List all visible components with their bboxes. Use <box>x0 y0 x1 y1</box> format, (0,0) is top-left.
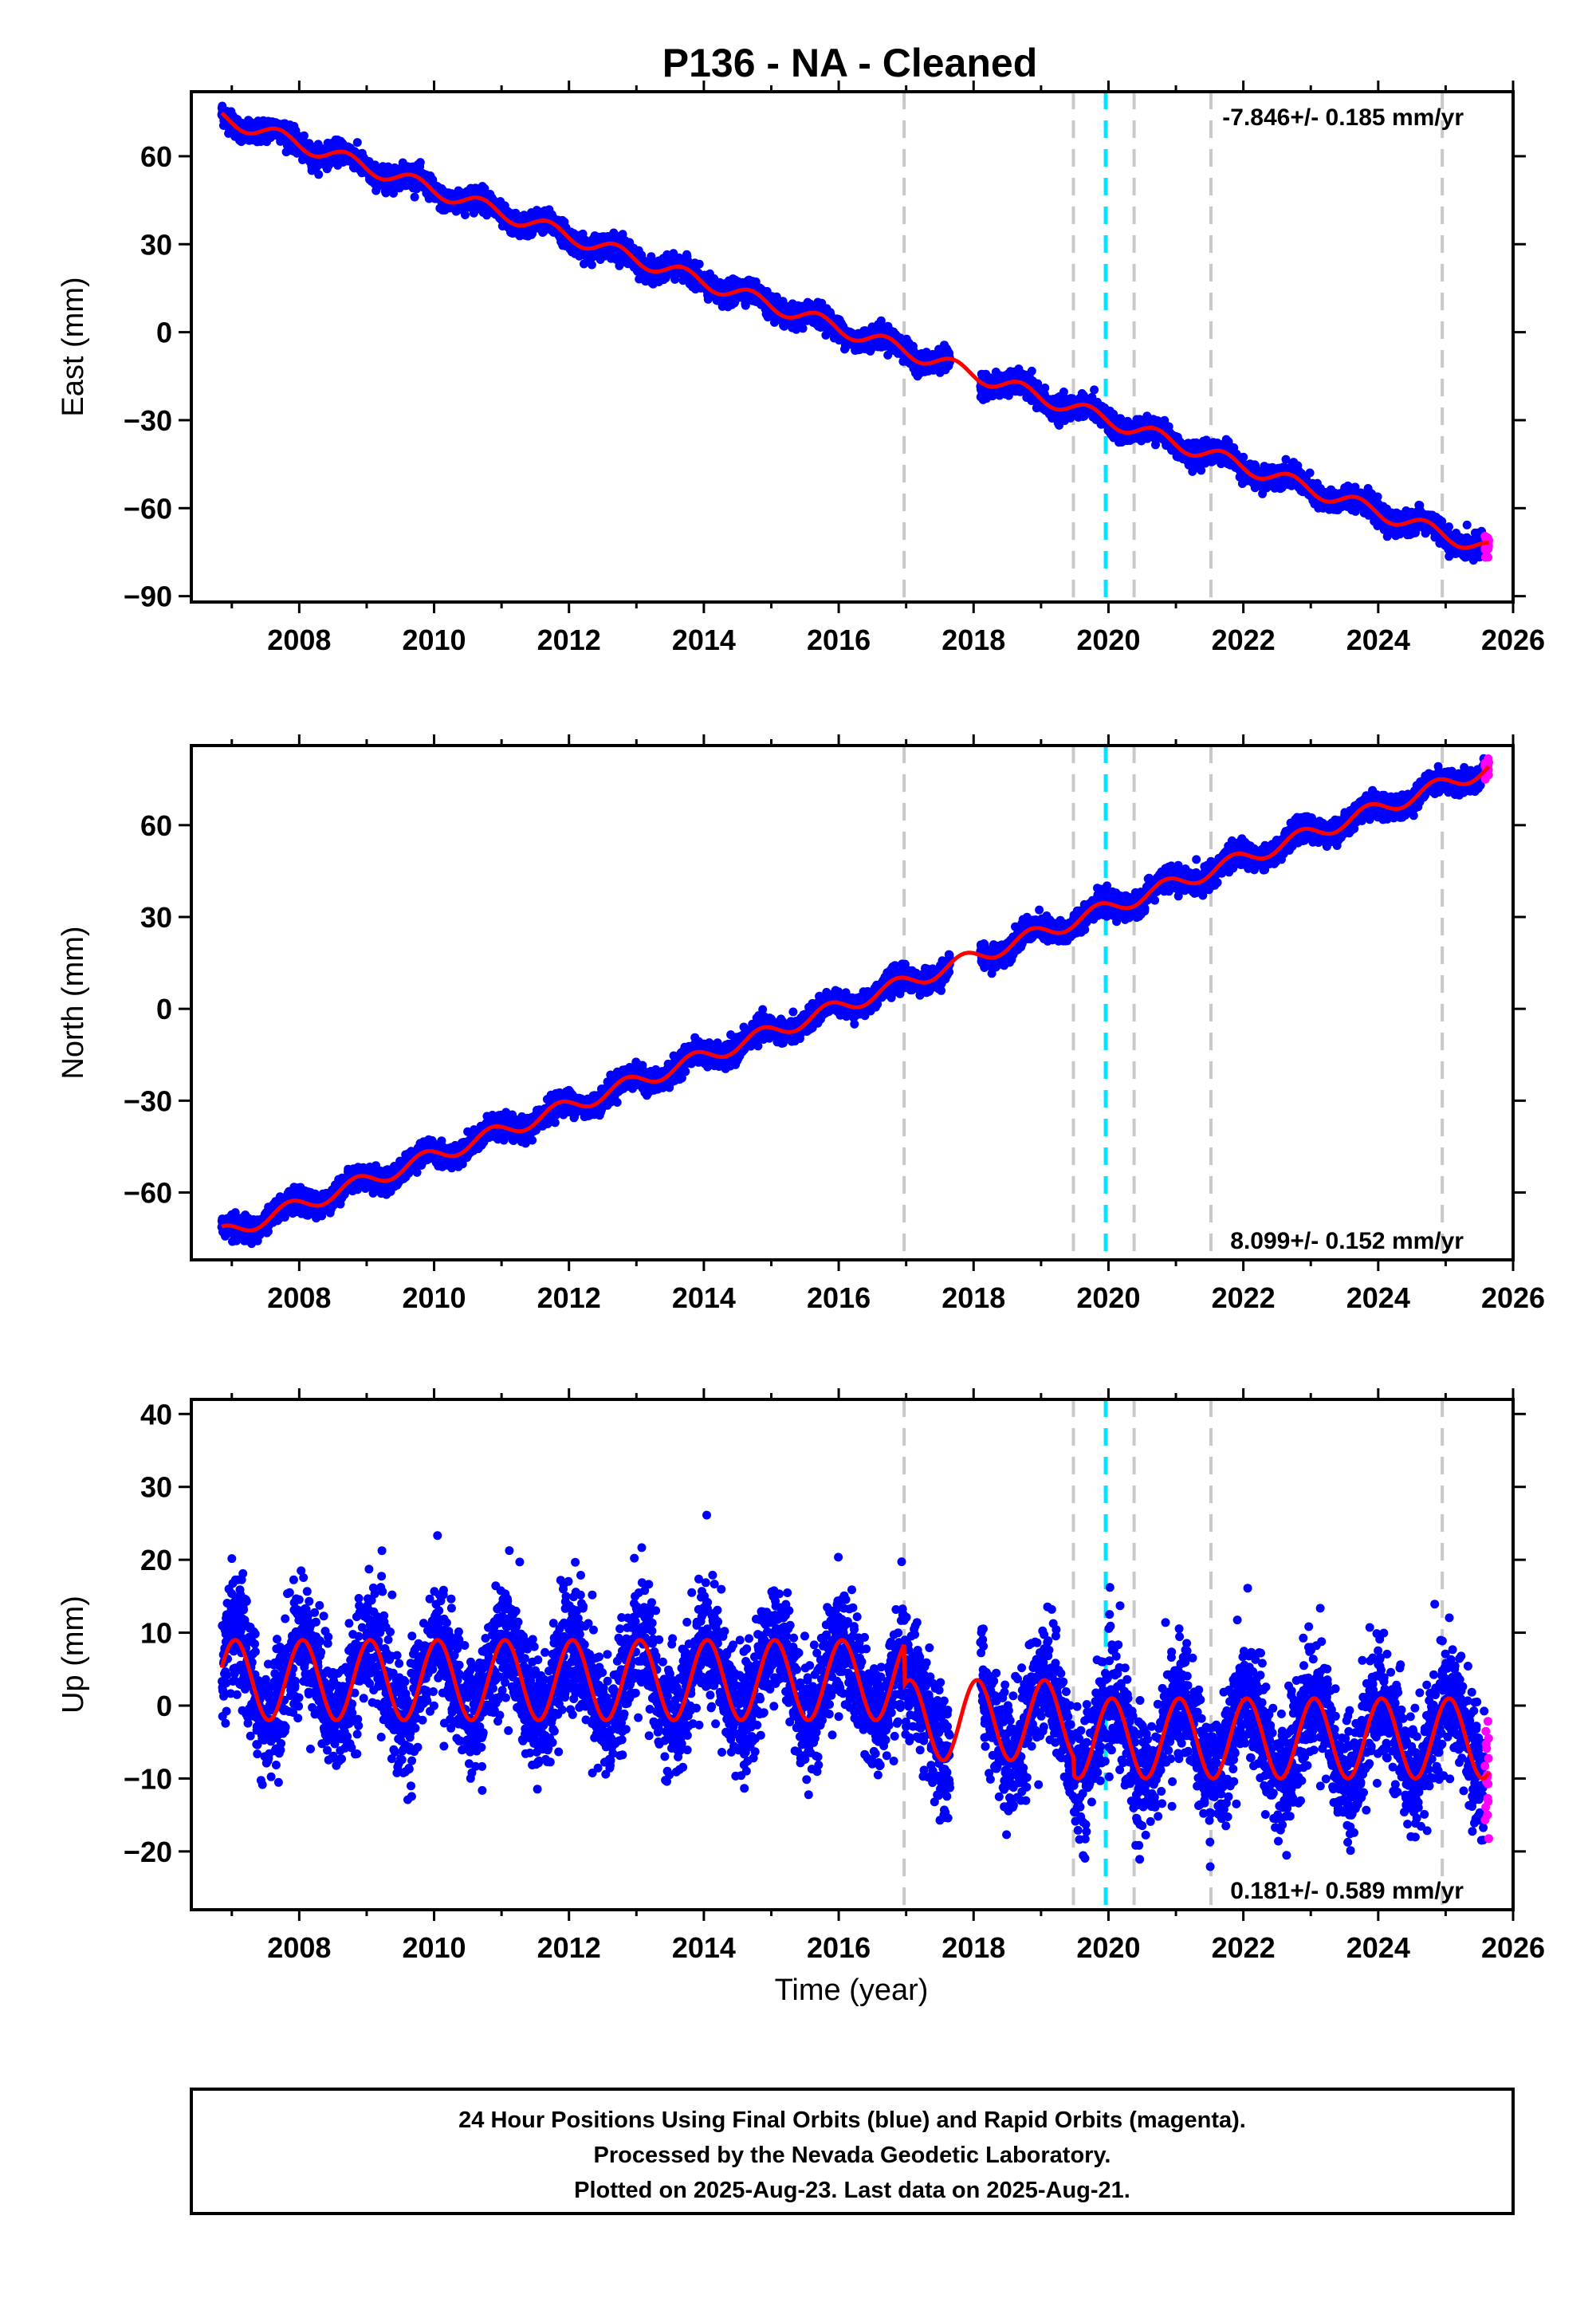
final-orbit-point <box>352 138 362 148</box>
final-orbit-point <box>1027 366 1036 376</box>
final-orbit-point <box>415 158 425 167</box>
final-orbit-point <box>410 192 419 202</box>
plot-area <box>217 92 1493 602</box>
final-orbit-point <box>299 131 309 140</box>
final-orbit-point <box>764 311 773 321</box>
final-orbit-point <box>615 261 624 270</box>
final-orbit-point <box>314 170 324 179</box>
final-orbit-point <box>1090 385 1099 395</box>
final-orbit-point <box>587 260 596 270</box>
final-orbit-point <box>1040 384 1050 392</box>
final-orbit-point <box>480 183 489 193</box>
final-orbit-point <box>647 252 656 262</box>
final-orbit-point <box>389 188 398 198</box>
final-orbit-point <box>741 301 750 310</box>
final-orbit-point <box>694 259 704 269</box>
final-orbit-point <box>798 324 808 333</box>
data-points <box>217 101 1493 565</box>
panels: 2008 2010 2012 2014 2016 2018 2020 2022 2024 2026… <box>57 81 1545 1964</box>
chart-title: P136 - NA - Cleaned <box>662 41 1038 85</box>
final-orbit-point <box>461 211 470 219</box>
panel-east: 2008 2010 2012 2014 2016 2018 2020 2022 2024 2026… <box>57 81 1545 656</box>
